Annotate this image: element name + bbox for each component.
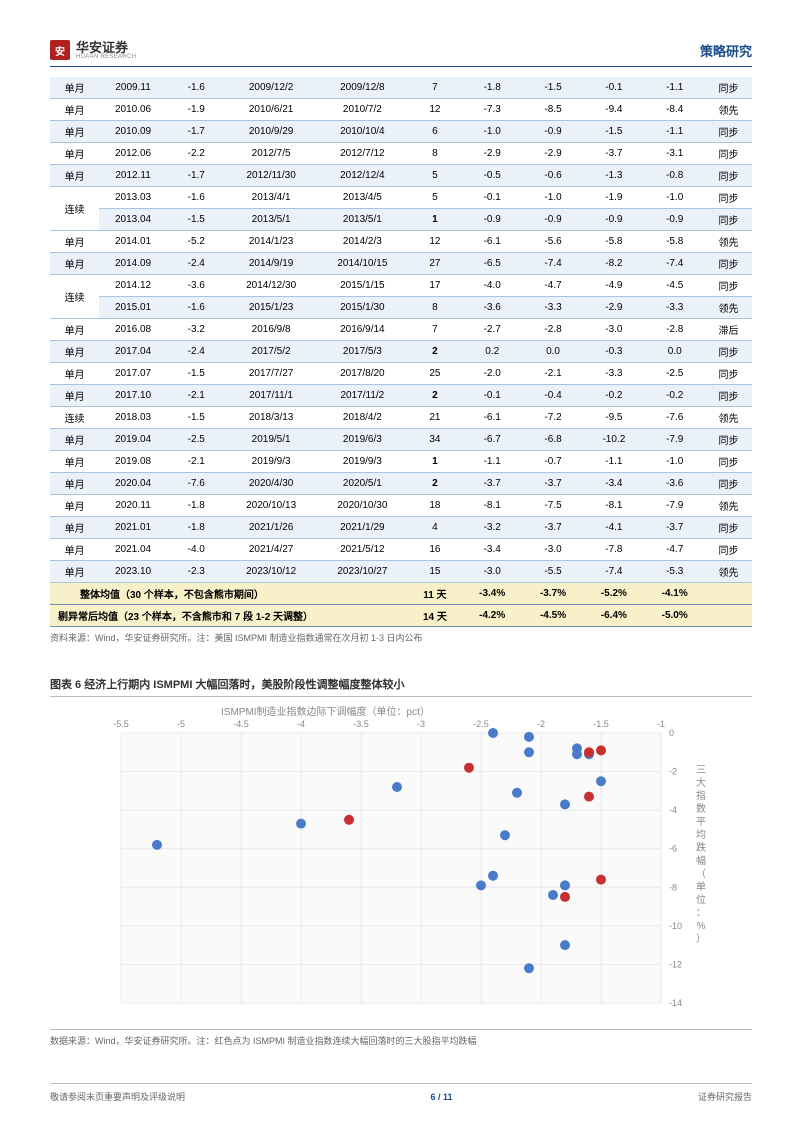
table-row: 连续2018.03-1.52018/3/132018/4/221-6.1-7.2… <box>50 407 752 429</box>
data-table: 单月2009.11-1.62009/12/22009/12/87-1.8-1.5… <box>50 77 752 627</box>
page-header: 安 华安证券 HUAAN RESEARCH 策略研究 <box>50 40 752 67</box>
table-row: 连续2013.03-1.62013/4/12013/4/55-0.1-1.0-1… <box>50 187 752 209</box>
svg-text:-14: -14 <box>669 998 682 1008</box>
table-row: 单月2016.08-3.22016/9/82016/9/147-2.7-2.8-… <box>50 319 752 341</box>
table-row: 单月2017.07-1.52017/7/272017/8/2025-2.0-2.… <box>50 363 752 385</box>
table-row: 单月2010.06-1.92010/6/212010/7/212-7.3-8.5… <box>50 99 752 121</box>
svg-text:位: 位 <box>696 893 706 906</box>
svg-text:-10: -10 <box>669 921 682 931</box>
svg-text:-4.5: -4.5 <box>233 719 249 729</box>
svg-text:-1.5: -1.5 <box>593 719 609 729</box>
table-row: 单月2017.04-2.42017/5/22017/5/320.20.0-0.3… <box>50 341 752 363</box>
svg-text:三: 三 <box>696 765 706 776</box>
svg-text:-2: -2 <box>537 719 545 729</box>
table-row: 单月2017.10-2.12017/11/12017/11/22-0.1-0.4… <box>50 385 752 407</box>
summary-row: 剔异常后均值（23 个样本，不含熊市和 7 段 1-2 天调整）14 天-4.2… <box>50 605 752 627</box>
footer-report-type: 证券研究报告 <box>698 1090 752 1103</box>
table-row: 单月2023.10-2.32023/10/122023/10/2715-3.0-… <box>50 561 752 583</box>
svg-text:0: 0 <box>669 728 674 738</box>
svg-text:-8: -8 <box>669 882 677 892</box>
table-row: 连续2014.12-3.62014/12/302015/1/1517-4.0-4… <box>50 275 752 297</box>
svg-text:单: 单 <box>696 881 706 893</box>
table-row: 单月2020.11-1.82020/10/132020/10/3018-8.1-… <box>50 495 752 517</box>
summary-row: 整体均值（30 个样本，不包含熊市期间）11 天-3.4%-3.7%-5.2%-… <box>50 583 752 605</box>
logo: 安 华安证券 HUAAN RESEARCH <box>50 40 136 60</box>
svg-text:指: 指 <box>696 789 706 802</box>
svg-text:-3.5: -3.5 <box>353 719 369 729</box>
svg-text:跌: 跌 <box>696 841 706 854</box>
svg-text:平: 平 <box>696 817 706 828</box>
svg-text:：: ： <box>696 908 706 919</box>
footer-disclaimer: 敬请参阅末页重要声明及评级说明 <box>50 1090 185 1103</box>
header-category: 策略研究 <box>700 41 752 60</box>
table-row: 单月2012.11-1.72012/11/302012/12/45-0.5-0.… <box>50 165 752 187</box>
chart-title: 图表 6 经济上行期内 ISMPMI 大幅回落时，美股阶段性调整幅度整体较小 <box>50 672 752 697</box>
scatter-chart: -5.5-5-4.5-4-3.5-3-2.5-2-1.5-10-2-4-6-8-… <box>81 703 721 1023</box>
table-row: 单月2019.04-2.52019/5/12019/6/334-6.7-6.8-… <box>50 429 752 451</box>
table-row: 单月2009.11-1.62009/12/22009/12/87-1.8-1.5… <box>50 77 752 99</box>
logo-cn: 华安证券 <box>76 41 136 54</box>
table-row: 单月2010.09-1.72010/9/292010/10/46-1.0-0.9… <box>50 121 752 143</box>
table-source: 资料来源：Wind，华安证券研究所。注：美国 ISMPMI 制造业指数通常在次月… <box>50 631 752 644</box>
logo-icon: 安 <box>50 40 70 60</box>
page-footer: 敬请参阅末页重要声明及评级说明 6 / 11 证券研究报告 <box>50 1083 752 1103</box>
svg-text:-5: -5 <box>177 719 185 729</box>
svg-text:）: ） <box>696 933 706 945</box>
logo-en: HUAAN RESEARCH <box>76 54 136 60</box>
svg-text:均: 均 <box>696 829 706 841</box>
svg-text:-5.5: -5.5 <box>113 719 129 729</box>
svg-text:-1: -1 <box>657 719 665 729</box>
table-row: 2013.04-1.52013/5/12013/5/11-0.9-0.9-0.9… <box>50 209 752 231</box>
svg-text:ISMPMI制造业指数边际下调幅度（单位：pct）: ISMPMI制造业指数边际下调幅度（单位：pct） <box>221 705 430 718</box>
svg-text:幅: 幅 <box>696 854 706 867</box>
table-row: 单月2012.06-2.22012/7/52012/7/128-2.9-2.9-… <box>50 143 752 165</box>
table-row: 单月2019.08-2.12019/9/32019/9/31-1.1-0.7-1… <box>50 451 752 473</box>
chart-source: 数据来源：Wind，华安证券研究所。注：红色点为 ISMPMI 制造业指数连续大… <box>50 1029 752 1047</box>
table-row: 单月2014.09-2.42014/9/192014/10/1527-6.5-7… <box>50 253 752 275</box>
svg-text:大: 大 <box>696 776 706 789</box>
svg-text:-4: -4 <box>297 719 305 729</box>
svg-text:-4: -4 <box>669 805 677 815</box>
table-row: 单月2014.01-5.22014/1/232014/2/312-6.1-5.6… <box>50 231 752 253</box>
table-row: 单月2021.04-4.02021/4/272021/5/1216-3.4-3.… <box>50 539 752 561</box>
svg-text:（: （ <box>696 868 706 880</box>
svg-text:%: % <box>697 921 706 932</box>
table-row: 单月2020.04-7.62020/4/302020/5/12-3.7-3.7-… <box>50 473 752 495</box>
table-row: 单月2021.01-1.82021/1/262021/1/294-3.2-3.7… <box>50 517 752 539</box>
svg-text:-12: -12 <box>669 959 682 969</box>
table-row: 2015.01-1.62015/1/232015/1/308-3.6-3.3-2… <box>50 297 752 319</box>
svg-text:-2: -2 <box>669 767 677 777</box>
svg-text:-3: -3 <box>417 719 425 729</box>
svg-text:-2.5: -2.5 <box>473 719 489 729</box>
svg-text:数: 数 <box>696 802 706 815</box>
svg-text:-6: -6 <box>669 844 677 854</box>
page-number: 6 / 11 <box>430 1092 452 1102</box>
